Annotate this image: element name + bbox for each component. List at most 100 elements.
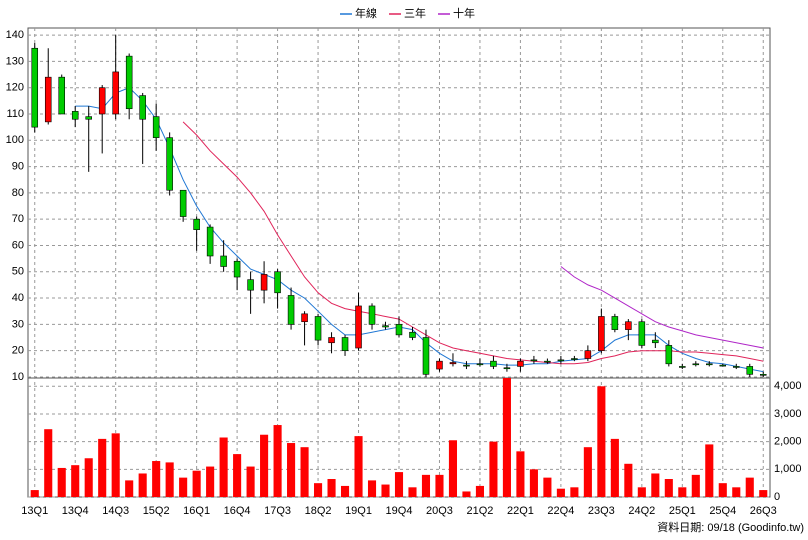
candle-body	[314, 316, 322, 341]
candle-body	[395, 324, 403, 336]
volume-bar	[138, 473, 147, 497]
x-tick-label: 25Q4	[709, 505, 736, 517]
candle-body	[625, 321, 632, 330]
legend: 年線 三年 十年	[340, 6, 475, 20]
x-tick-label: 25Q1	[669, 505, 696, 517]
x-tick-label: 13Q4	[62, 505, 89, 517]
volume-bar	[179, 477, 188, 497]
candle-body	[58, 76, 65, 115]
candle-body	[598, 316, 605, 351]
volume-bar	[421, 474, 431, 497]
x-tick-label: 19Q1	[345, 505, 372, 517]
volume-bar	[502, 378, 511, 497]
candle-body	[557, 359, 565, 362]
volume-bar	[206, 466, 215, 497]
volume-bar	[327, 479, 336, 497]
y-tick-label: 100	[6, 134, 24, 146]
candle-body	[328, 337, 335, 344]
candle-body	[152, 116, 160, 138]
candle-body	[422, 337, 430, 375]
candle-body	[31, 47, 39, 128]
legend-label: 三年	[404, 6, 426, 20]
candle-body	[85, 116, 92, 120]
x-tick-label: 14Q3	[102, 505, 129, 517]
volume-bar	[192, 470, 201, 497]
volume-bar	[57, 467, 66, 497]
y-tick-label: 130	[6, 55, 24, 67]
volume-bar	[489, 441, 498, 497]
volume-bar	[516, 451, 525, 497]
x-tick-label: 17Q3	[264, 505, 291, 517]
candle-body	[287, 295, 295, 325]
x-tick-label: 22Q4	[547, 505, 574, 517]
y-tick-label: 120	[6, 82, 24, 94]
candle-body	[436, 360, 443, 370]
volume-bar	[314, 483, 323, 497]
y2-tick-label: 2,000	[774, 436, 802, 448]
volume-bar	[111, 433, 120, 497]
x-tick-label: 16Q4	[224, 505, 251, 517]
legend-label: 十年	[453, 6, 475, 20]
volume-bar	[165, 462, 174, 497]
volume-bar	[610, 438, 619, 497]
volume-bar	[448, 440, 458, 497]
volume-bar	[651, 473, 660, 497]
volume-bar	[543, 477, 552, 497]
candle-body	[98, 87, 106, 115]
volume-bar	[273, 425, 282, 497]
x-tick-label: 13Q1	[21, 505, 48, 517]
y-tick-label: 140	[6, 29, 24, 41]
volume-bar	[44, 429, 53, 497]
x-tick-label: 15Q2	[143, 505, 170, 517]
x-tick-label: 16Q1	[183, 505, 210, 517]
y-tick-label: 60	[12, 239, 24, 251]
volume-bar	[664, 479, 673, 497]
candle-body	[382, 325, 389, 328]
candle-body	[274, 271, 281, 294]
candle-body	[584, 350, 592, 359]
y-tick-label: 50	[12, 266, 24, 278]
volume-bar	[475, 485, 484, 497]
candle-body	[517, 360, 524, 367]
candle-body	[476, 363, 484, 366]
y-tick-label: 40	[12, 292, 24, 304]
candle-body	[679, 366, 686, 368]
candle-body	[179, 189, 187, 217]
volume-bar	[125, 480, 134, 497]
candle-body	[544, 360, 551, 363]
candle-body	[193, 218, 200, 230]
ma-line	[75, 87, 764, 373]
volume-bar	[462, 491, 471, 497]
candle-body	[368, 305, 376, 325]
legend-label: 年線	[355, 6, 377, 20]
volume-bar	[691, 474, 700, 497]
candle-body	[301, 313, 308, 323]
candle-body	[220, 255, 227, 267]
candle-body	[71, 111, 79, 120]
volume-bar	[529, 469, 538, 497]
volume-bar	[597, 386, 606, 497]
volume-bar	[84, 458, 93, 497]
candle-body	[706, 363, 713, 366]
y2-tick-label: 4,000	[774, 380, 802, 392]
volume-bar	[152, 461, 161, 497]
x-tick-label: 19Q4	[386, 505, 413, 517]
y-tick-label: 110	[6, 108, 24, 120]
volume-bar	[570, 487, 579, 497]
candle-body	[611, 316, 619, 330]
volume-bar	[367, 480, 377, 497]
x-tick-label: 20Q3	[426, 505, 453, 517]
y2-tick-label: 1,000	[774, 463, 802, 475]
volume-bar	[71, 465, 80, 497]
x-tick-label: 18Q2	[305, 505, 332, 517]
y-tick-label: 10	[12, 371, 24, 383]
y2-tick-label: 0	[774, 491, 780, 503]
candle-body	[490, 360, 497, 367]
volume-bar	[718, 483, 727, 497]
candle-body	[206, 226, 214, 257]
volume-bar	[30, 490, 39, 497]
candle-body	[571, 358, 578, 360]
volume-bar	[624, 463, 633, 497]
volume-bar	[300, 447, 309, 497]
